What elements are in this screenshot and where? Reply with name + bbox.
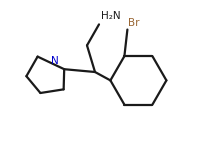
Text: Br: Br	[128, 17, 140, 28]
Text: N: N	[51, 56, 59, 66]
Text: H₂N: H₂N	[101, 11, 121, 21]
